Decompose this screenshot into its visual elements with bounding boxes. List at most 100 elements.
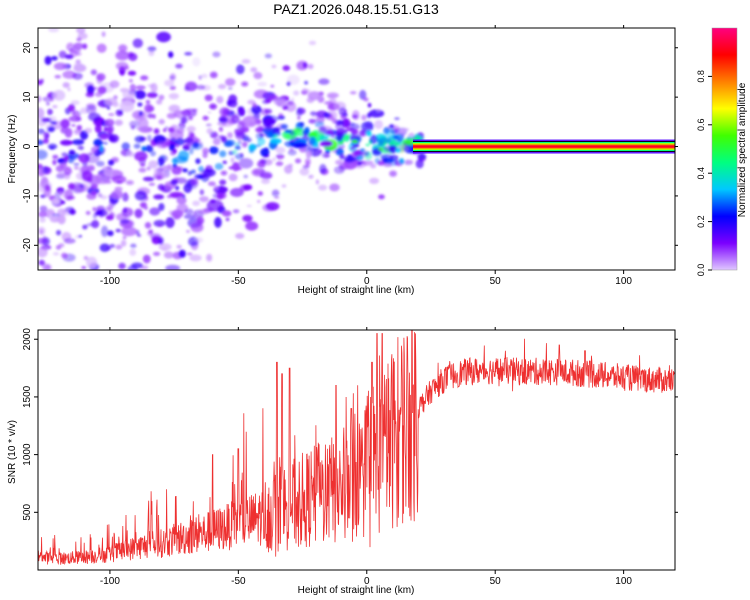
spectrogram-cell bbox=[353, 149, 362, 157]
spectrogram-cell bbox=[51, 316, 57, 319]
spectrogram-cell bbox=[339, 153, 345, 160]
spectrogram-cell bbox=[62, 82, 70, 88]
spectrogram-cell bbox=[374, 119, 384, 130]
spectrogram-y-axis: -20 -10 0 10 20 bbox=[22, 42, 678, 253]
spectrogram-cell bbox=[154, 296, 158, 299]
spectrogram-cell bbox=[170, 124, 179, 131]
spectrogram-cell bbox=[221, 136, 227, 143]
spectrogram-cell bbox=[304, 138, 308, 143]
y-tick-label: 2000 bbox=[22, 328, 33, 351]
spectrogram-cell bbox=[323, 112, 331, 118]
spectrogram-cell bbox=[67, 87, 71, 92]
spectrogram-cell bbox=[202, 147, 209, 155]
spectrogram-cell bbox=[207, 111, 212, 114]
spectrogram-cell bbox=[396, 133, 402, 138]
spectrogram-cell bbox=[192, 200, 200, 207]
spectrogram-cell bbox=[106, 246, 112, 251]
spectrogram-cell bbox=[147, 113, 154, 119]
spectrogram-cell bbox=[172, 156, 189, 164]
spectrogram-cell bbox=[74, 275, 81, 281]
spectrogram-cell bbox=[83, 255, 89, 261]
spectrogram-cell bbox=[351, 129, 359, 134]
spectrogram-cell bbox=[264, 108, 273, 114]
spectrogram-cell bbox=[68, 209, 76, 215]
spectrogram-cell bbox=[49, 116, 57, 123]
spectrogram-cell bbox=[369, 134, 378, 145]
spectrogram-cell bbox=[292, 142, 308, 149]
spectrogram-cell bbox=[64, 156, 69, 161]
spectrogram-cell bbox=[109, 80, 120, 89]
spectrogram-cell bbox=[272, 157, 276, 162]
spectrogram-cell bbox=[165, 217, 175, 229]
spectrogram-cell bbox=[145, 99, 151, 104]
spectrogram-cell bbox=[286, 133, 291, 138]
colorbar-gradient bbox=[712, 28, 737, 270]
spectrogram-cell bbox=[367, 103, 372, 108]
spectrogram-cell bbox=[87, 185, 94, 190]
spectrogram-cell bbox=[67, 155, 75, 164]
spectrogram-cell bbox=[348, 122, 355, 126]
spectrogram-cell bbox=[138, 167, 147, 173]
spectrogram-cell bbox=[238, 157, 254, 169]
spectrogram-cell bbox=[212, 51, 221, 58]
spectrogram-cell bbox=[38, 79, 41, 84]
spectrogram-cell bbox=[146, 166, 151, 171]
spectrogram-cell bbox=[48, 28, 60, 33]
spectrogram-cell bbox=[221, 210, 232, 217]
spectrogram-cell bbox=[92, 213, 98, 219]
spectrogram-cell bbox=[134, 190, 147, 201]
spectrogram-cell bbox=[108, 159, 115, 166]
y-tick-label: 1000 bbox=[22, 443, 33, 466]
spectrogram-cell bbox=[62, 70, 77, 79]
spectrogram-cell bbox=[218, 126, 223, 132]
spectrogram-cell bbox=[122, 192, 129, 202]
spectrogram-cell bbox=[189, 254, 202, 262]
spectrogram-cell bbox=[41, 169, 50, 174]
spectrogram-cell bbox=[39, 0, 46, 2]
spectrogram-cell bbox=[350, 146, 355, 150]
spectrogram-cell bbox=[168, 92, 179, 100]
spectrogram-cell bbox=[221, 122, 227, 127]
spectrogram-cell bbox=[79, 184, 84, 189]
spectrogram-cell bbox=[52, 252, 60, 256]
spectrogram-cell bbox=[86, 256, 98, 269]
spectrogram-cell bbox=[189, 132, 195, 137]
spectrogram-cell bbox=[131, 262, 143, 269]
spectrogram-cell bbox=[52, 105, 58, 109]
spectrogram-cell bbox=[38, 259, 45, 266]
spectrogram-cell bbox=[308, 174, 314, 179]
spectrogram-cell bbox=[61, 200, 66, 205]
spectrogram-cell bbox=[176, 244, 182, 249]
spectrogram-cell bbox=[190, 142, 204, 150]
spectrogram-cell bbox=[38, 149, 48, 160]
spectrogram-cell bbox=[229, 187, 244, 197]
spectrogram-cell bbox=[53, 62, 67, 71]
spectrogram-cell bbox=[194, 173, 204, 180]
spectrogram-cell bbox=[182, 168, 188, 173]
spectrogram-cell bbox=[78, 235, 82, 238]
spectrogram-cell bbox=[378, 194, 385, 200]
spectrogram-cell bbox=[184, 208, 194, 215]
spectrogram-cell bbox=[137, 234, 142, 237]
spectrogram-cell bbox=[127, 151, 135, 157]
spectrogram-cell bbox=[68, 149, 76, 155]
spectrogram-cell bbox=[97, 193, 103, 198]
spectrogram-cell bbox=[166, 164, 173, 171]
snr-x-label: Height of straight line (km) bbox=[298, 585, 415, 596]
spectrogram-cell bbox=[171, 166, 182, 175]
spectrogram-cell bbox=[91, 219, 100, 229]
spectrogram-cell bbox=[286, 19, 299, 25]
spectrogram-cell bbox=[73, 62, 84, 68]
spectrogram-cell bbox=[285, 101, 297, 112]
spectrogram-cell bbox=[84, 127, 93, 134]
spectrogram-cell bbox=[388, 145, 398, 154]
spectrogram-cell bbox=[38, 128, 45, 135]
spectrogram-cell bbox=[170, 179, 178, 186]
y-tick-label: 0 bbox=[22, 143, 33, 149]
spectrogram-cell bbox=[40, 206, 48, 211]
spectrogram-cell bbox=[242, 214, 253, 222]
spectrogram-cell bbox=[264, 147, 269, 151]
spectrogram-cell bbox=[104, 97, 118, 106]
spectrogram-cell bbox=[299, 122, 304, 126]
